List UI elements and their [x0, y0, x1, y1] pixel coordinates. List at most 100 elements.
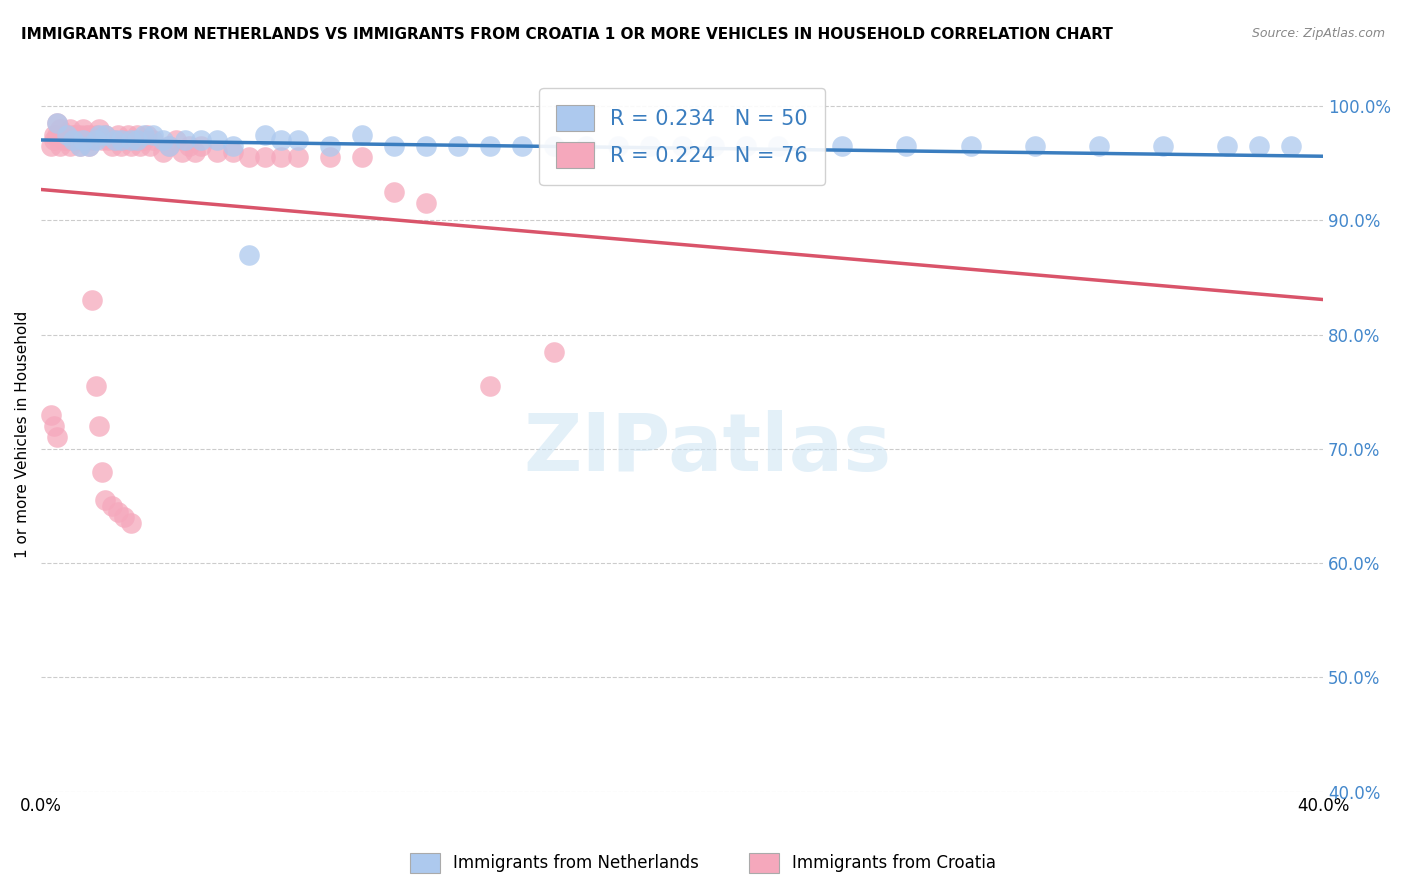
Point	[59, 121, 82, 136]
Point	[104, 133, 127, 147]
Point	[135, 128, 157, 142]
Point	[1279, 139, 1302, 153]
Point	[55, 128, 77, 142]
Point	[254, 128, 277, 142]
Point	[129, 139, 152, 153]
Point	[575, 139, 598, 153]
Point	[831, 139, 853, 153]
Point	[238, 247, 260, 261]
Point	[207, 133, 229, 147]
Point	[84, 379, 107, 393]
Point	[82, 133, 104, 147]
Point	[1152, 139, 1174, 153]
Y-axis label: 1 or more Vehicles in Household: 1 or more Vehicles in Household	[15, 311, 30, 558]
Point	[177, 139, 200, 153]
Point	[65, 133, 87, 147]
Point	[768, 139, 790, 153]
Point	[510, 139, 533, 153]
Point	[69, 139, 91, 153]
Point	[174, 133, 197, 147]
Point	[1087, 139, 1109, 153]
Point	[142, 128, 165, 142]
Point	[114, 510, 136, 524]
Point	[1247, 139, 1270, 153]
Point	[132, 133, 155, 147]
Point	[190, 139, 212, 153]
Point	[46, 128, 69, 142]
Point	[42, 128, 65, 142]
Point	[117, 128, 139, 142]
Point	[42, 419, 65, 434]
Point	[46, 116, 69, 130]
Point	[77, 139, 100, 153]
Point	[382, 139, 405, 153]
Point	[84, 133, 107, 147]
Point	[152, 133, 174, 147]
Point	[94, 493, 117, 508]
Text: Source: ZipAtlas.com: Source: ZipAtlas.com	[1251, 27, 1385, 40]
Point	[97, 133, 120, 147]
Point	[62, 128, 84, 142]
Point	[703, 139, 725, 153]
Point	[110, 133, 132, 147]
Point	[238, 150, 260, 164]
Text: ZIPatlas: ZIPatlas	[523, 409, 891, 488]
Point	[415, 196, 437, 211]
Point	[65, 128, 87, 142]
Point	[82, 293, 104, 308]
Point	[607, 139, 630, 153]
Point	[959, 139, 981, 153]
Point	[350, 150, 373, 164]
Point	[77, 128, 100, 142]
Point	[72, 133, 94, 147]
Point	[122, 133, 145, 147]
Point	[184, 145, 207, 159]
Point	[543, 344, 565, 359]
Point	[69, 139, 91, 153]
Point	[152, 145, 174, 159]
Point	[87, 121, 110, 136]
Point	[91, 133, 114, 147]
Point	[127, 133, 149, 147]
Point	[447, 139, 470, 153]
Legend: R = 0.234   N = 50, R = 0.224   N = 76: R = 0.234 N = 50, R = 0.224 N = 76	[540, 87, 825, 186]
Point	[75, 133, 97, 147]
Point	[287, 133, 309, 147]
Point	[671, 139, 693, 153]
Point	[896, 139, 918, 153]
Point	[72, 121, 94, 136]
Point	[87, 419, 110, 434]
Point	[190, 133, 212, 147]
Point	[94, 128, 117, 142]
Point	[735, 139, 758, 153]
Point	[52, 133, 75, 147]
Point	[132, 128, 155, 142]
Point	[107, 505, 129, 519]
Point	[52, 128, 75, 142]
Point	[72, 133, 94, 147]
Point	[142, 133, 165, 147]
Point	[87, 128, 110, 142]
Point	[94, 128, 117, 142]
Point	[100, 499, 122, 513]
Point	[478, 379, 501, 393]
Point	[1024, 139, 1046, 153]
Point	[415, 139, 437, 153]
Point	[207, 145, 229, 159]
Point	[55, 128, 77, 142]
Point	[46, 430, 69, 444]
Point	[254, 150, 277, 164]
Point	[287, 150, 309, 164]
Point	[172, 145, 194, 159]
Point	[100, 139, 122, 153]
Point	[120, 133, 142, 147]
Point	[55, 133, 77, 147]
Point	[1216, 139, 1239, 153]
Point	[222, 139, 245, 153]
Point	[139, 139, 162, 153]
Point	[91, 465, 114, 479]
Point	[543, 139, 565, 153]
Point	[270, 150, 292, 164]
Point	[39, 408, 62, 422]
Point	[382, 185, 405, 199]
